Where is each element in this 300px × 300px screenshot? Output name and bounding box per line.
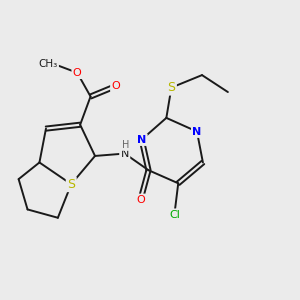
Text: CH₃: CH₃: [38, 59, 58, 69]
Text: O: O: [111, 81, 120, 91]
Text: S: S: [67, 178, 75, 191]
Text: O: O: [73, 68, 82, 78]
Text: H: H: [122, 140, 130, 150]
Text: Cl: Cl: [169, 210, 180, 220]
Text: N: N: [121, 148, 129, 159]
Text: N: N: [137, 135, 146, 145]
Text: O: O: [136, 195, 145, 205]
Text: S: S: [167, 81, 175, 94]
Text: N: N: [192, 127, 202, 136]
